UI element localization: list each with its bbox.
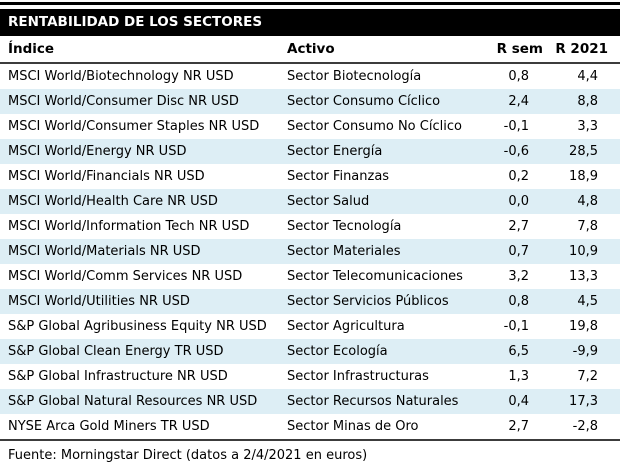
cell-activo: Sector Finanzas: [287, 169, 390, 184]
table-title: RENTABILIDAD DE LOS SECTORES: [8, 14, 263, 30]
cell-r-sem: 2,4: [508, 94, 529, 109]
table-row: S&P Global Agribusiness Equity NR USD Se…: [0, 314, 620, 339]
cell-indice: MSCI World/Materials NR USD: [8, 244, 201, 259]
table-row: MSCI World/Health Care NR USD Sector Sal…: [0, 189, 620, 214]
cell-r-2021: 10,9: [569, 244, 598, 259]
cell-indice: S&P Global Agribusiness Equity NR USD: [8, 319, 267, 334]
cell-r-sem: 0,8: [508, 69, 529, 84]
cell-r-sem: 6,5: [508, 344, 529, 359]
cell-r-2021: 28,5: [569, 144, 598, 159]
table-row: S&P Global Natural Resources NR USD Sect…: [0, 389, 620, 414]
cell-activo: Sector Infrastructuras: [287, 369, 429, 384]
cell-activo: Sector Energía: [287, 144, 383, 159]
table-row: NYSE Arca Gold Miners TR USD Sector Mina…: [0, 414, 620, 440]
cell-indice: S&P Global Infrastructure NR USD: [8, 369, 228, 384]
cell-r-2021: 13,3: [569, 269, 598, 284]
cell-r-sem: 0,0: [508, 194, 529, 209]
cell-activo: Sector Minas de Oro: [287, 419, 419, 434]
table-row: MSCI World/Information Tech NR USD Secto…: [0, 214, 620, 239]
cell-activo: Sector Biotecnología: [287, 69, 422, 84]
table-row: S&P Global Clean Energy TR USD Sector Ec…: [0, 339, 620, 364]
cell-activo: Sector Servicios Públicos: [287, 294, 449, 309]
cell-activo: Sector Ecología: [287, 344, 388, 359]
cell-r-2021: 17,3: [569, 394, 598, 409]
cell-indice: S&P Global Natural Resources NR USD: [8, 394, 258, 409]
table-row: MSCI World/Energy NR USD Sector Energía …: [0, 139, 620, 164]
cell-indice: MSCI World/Health Care NR USD: [8, 194, 218, 209]
cell-activo: Sector Telecomunicaciones: [287, 269, 463, 284]
cell-r-sem: -0,1: [503, 119, 529, 134]
cell-r-2021: -2,8: [572, 419, 598, 434]
source-note: Fuente: Morningstar Direct (datos a 2/4/…: [8, 448, 368, 463]
cell-r-sem: 1,3: [508, 369, 529, 384]
cell-indice: MSCI World/Consumer Staples NR USD: [8, 119, 260, 134]
table-row: MSCI World/Financials NR USD Sector Fina…: [0, 164, 620, 189]
cell-activo: Sector Tecnología: [287, 219, 402, 234]
table-row: MSCI World/Consumer Disc NR USD Sector C…: [0, 89, 620, 114]
cell-indice: MSCI World/Biotechnology NR USD: [8, 69, 234, 84]
cell-r-2021: 4,8: [577, 194, 598, 209]
cell-r-2021: 18,9: [569, 169, 598, 184]
cell-indice: MSCI World/Utilities NR USD: [8, 294, 190, 309]
table-widget: RENTABILIDAD DE LOS SECTORES Índice Acti…: [0, 2, 620, 463]
column-header-r-sem: R sem: [496, 41, 543, 57]
cell-activo: Sector Consumo Cíclico: [287, 94, 441, 109]
table-row: MSCI World/Materials NR USD Sector Mater…: [0, 239, 620, 264]
cell-r-2021: 19,8: [569, 319, 598, 334]
cell-r-2021: 7,2: [577, 369, 598, 384]
cell-indice: MSCI World/Consumer Disc NR USD: [8, 94, 239, 109]
cell-activo: Sector Consumo No Cíclico: [287, 119, 462, 134]
sectors-table: Índice Activo R sem R 2021 MSCI World/Bi…: [0, 36, 620, 441]
cell-r-2021: 3,3: [577, 119, 598, 134]
cell-r-sem: -0,1: [503, 319, 529, 334]
top-rule: [0, 2, 620, 5]
cell-r-2021: 4,4: [577, 69, 598, 84]
cell-activo: Sector Materiales: [287, 244, 401, 259]
table-title-band: RENTABILIDAD DE LOS SECTORES: [0, 9, 620, 36]
column-header-r-2021: R 2021: [555, 41, 608, 57]
cell-indice: NYSE Arca Gold Miners TR USD: [8, 419, 210, 434]
cell-r-sem: 0,8: [508, 294, 529, 309]
table-row: MSCI World/Utilities NR USD Sector Servi…: [0, 289, 620, 314]
cell-indice: S&P Global Clean Energy TR USD: [8, 344, 224, 359]
cell-r-2021: 8,8: [577, 94, 598, 109]
cell-r-sem: 0,7: [508, 244, 529, 259]
cell-r-2021: 7,8: [577, 219, 598, 234]
table-header-row: Índice Activo R sem R 2021: [0, 36, 620, 63]
cell-activo: Sector Recursos Naturales: [287, 394, 459, 409]
table-row: S&P Global Infrastructure NR USD Sector …: [0, 364, 620, 389]
cell-activo: Sector Salud: [287, 194, 370, 209]
cell-indice: MSCI World/Information Tech NR USD: [8, 219, 250, 234]
cell-r-2021: 4,5: [577, 294, 598, 309]
cell-r-sem: 2,7: [508, 419, 529, 434]
cell-r-sem: 3,2: [508, 269, 529, 284]
table-row: MSCI World/Consumer Staples NR USD Secto…: [0, 114, 620, 139]
column-header-activo: Activo: [287, 41, 335, 57]
cell-activo: Sector Agricultura: [287, 319, 405, 334]
cell-r-sem: 2,7: [508, 219, 529, 234]
cell-indice: MSCI World/Energy NR USD: [8, 144, 187, 159]
cell-r-2021: -9,9: [572, 344, 598, 359]
cell-indice: MSCI World/Financials NR USD: [8, 169, 205, 184]
cell-r-sem: -0,6: [503, 144, 529, 159]
table-row: MSCI World/Comm Services NR USD Sector T…: [0, 264, 620, 289]
column-header-indice: Índice: [8, 41, 55, 57]
cell-indice: MSCI World/Comm Services NR USD: [8, 269, 243, 284]
cell-r-sem: 0,4: [508, 394, 529, 409]
cell-r-sem: 0,2: [508, 169, 529, 184]
table-row: MSCI World/Biotechnology NR USD Sector B…: [0, 63, 620, 89]
table-body: MSCI World/Biotechnology NR USD Sector B…: [0, 63, 620, 440]
